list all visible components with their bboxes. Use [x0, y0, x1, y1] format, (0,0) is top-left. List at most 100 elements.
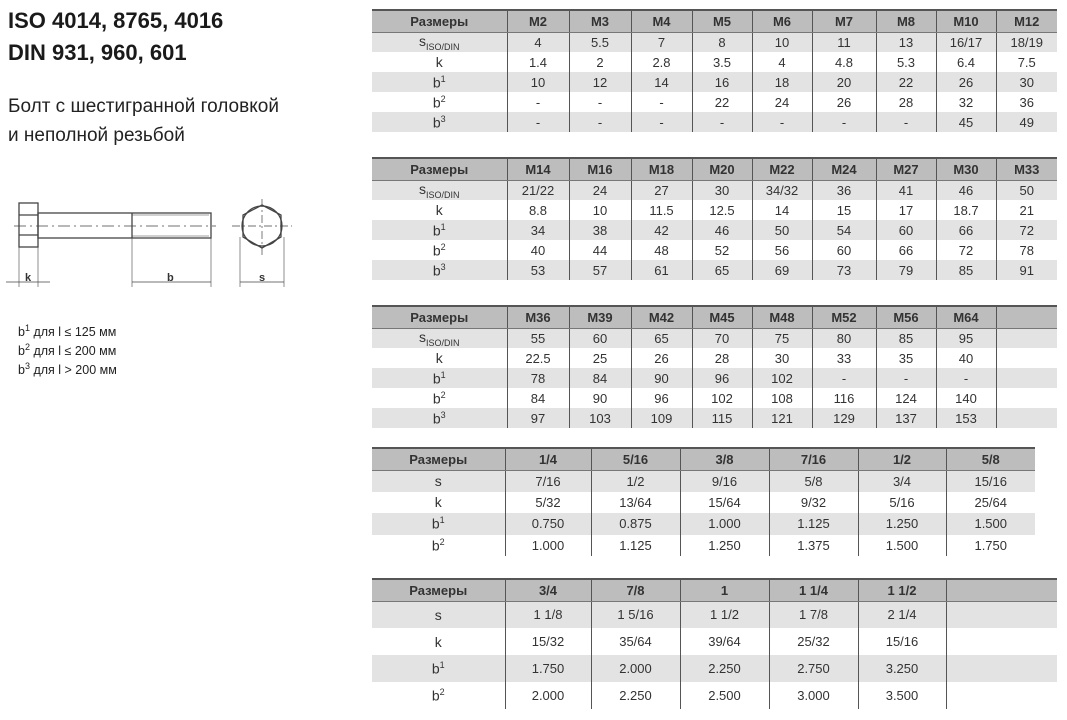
table-cell: 21/22	[506, 180, 569, 200]
table-cell: 12.5	[691, 200, 752, 220]
table-cell: 2.8	[630, 52, 692, 72]
table-cell: -	[506, 92, 569, 112]
table-cell: 84	[506, 388, 569, 408]
column-header: M18	[630, 157, 692, 181]
table-cell: 1.000	[679, 513, 769, 535]
table-cell: 25/32	[768, 628, 858, 655]
table-cell: 50	[751, 220, 812, 240]
table-cell: 33	[811, 348, 876, 368]
table-cell: 26	[811, 92, 876, 112]
size-table-2: Размеры M14 M16 M18 M20 M22 M24 M27 M30 M33 sISO/D…	[372, 157, 1057, 280]
table-cell: -	[811, 112, 876, 132]
table-cell: 1/2	[590, 470, 680, 492]
table-row: sISO/DIN 21/22 24 27 30 34/32 36 41 46 50	[372, 180, 1057, 200]
table-row: k 8.8 10 11.5 12.5 14 15 17 18.7 21	[372, 200, 1057, 220]
column-header: M52	[811, 305, 876, 329]
footnote-1: b1 для l ≤ 125 мм	[18, 323, 117, 340]
table-cell: 7	[630, 32, 692, 52]
table-cell: 36	[811, 180, 876, 200]
column-header: M2	[506, 9, 569, 33]
table-cell	[995, 388, 1057, 408]
table-cell	[995, 328, 1057, 348]
table-cell: 10	[568, 200, 631, 220]
row-label-superscript: 2	[440, 241, 446, 252]
row-label: b1	[372, 513, 505, 535]
column-header: 3/4	[504, 578, 591, 602]
label-s: s	[259, 272, 265, 284]
table-row: b1 0.750 0.875 1.000 1.125 1.250 1.500	[372, 513, 1035, 535]
table-cell: 91	[995, 260, 1057, 280]
column-header: M4	[630, 9, 692, 33]
table-cell: 129	[811, 408, 876, 428]
row-label-superscript: 3	[440, 113, 446, 124]
table-cell: 70	[691, 328, 752, 348]
table-cell: 30	[995, 72, 1057, 92]
table-cell: 73	[811, 260, 876, 280]
column-header: M14	[506, 157, 569, 181]
row-label-superscript: 2	[440, 389, 446, 400]
table-cell	[945, 601, 1057, 628]
column-header: M45	[691, 305, 752, 329]
size-table-3: Размеры M36 M39 M42 M45 M48 M52 M56 M64 sISO/DIN 5…	[372, 305, 1057, 428]
label-k: k	[25, 272, 32, 284]
table-cell: 96	[691, 368, 752, 388]
table-cell: 55	[506, 328, 569, 348]
standard-title-iso: ISO 4014, 8765, 4016	[8, 8, 224, 33]
table-cell: 22	[875, 72, 936, 92]
column-header: M42	[630, 305, 692, 329]
column-header: 1 1/2	[857, 578, 946, 602]
table-cell: 60	[568, 328, 631, 348]
table-cell: 9/16	[679, 470, 769, 492]
table-cell	[995, 368, 1057, 388]
table-cell: 80	[811, 328, 876, 348]
row-label: sISO/DIN	[372, 328, 507, 348]
table-row: b2 1.000 1.125 1.250 1.375 1.500 1.750	[372, 534, 1035, 556]
row-label: k	[435, 54, 443, 70]
table-cell: 10	[751, 32, 812, 52]
row-label-superscript: 3	[440, 409, 446, 420]
table-cell: 97	[506, 408, 569, 428]
table-cell: 5/16	[857, 491, 946, 513]
table-cell: 26	[630, 348, 692, 368]
table-cell: -	[630, 92, 692, 112]
table-cell: 50	[995, 180, 1057, 200]
table-cell: 5/32	[504, 491, 591, 513]
table-cell: 1.500	[857, 534, 946, 556]
table-cell: 78	[506, 368, 569, 388]
table-cell: 11	[811, 32, 876, 52]
table-cell: 1 5/16	[590, 601, 680, 628]
table-cell: -	[935, 368, 996, 388]
table-cell: 49	[995, 112, 1057, 132]
table-cell: 45	[935, 112, 996, 132]
table-cell	[995, 348, 1057, 368]
column-header: M16	[568, 157, 631, 181]
table-cell: 20	[811, 72, 876, 92]
table-row: b1 34 38 42 46 50 54 60 66 72	[372, 220, 1057, 240]
row-label-subscript: ISO/DIN	[425, 337, 460, 348]
column-header: M33	[995, 157, 1057, 181]
table-cell: 5.5	[568, 32, 631, 52]
table-cell: 54	[811, 220, 876, 240]
row-label: b2	[431, 536, 445, 554]
table-header-row: Размеры 3/4 7/8 1 1 1/4 1 1/2	[372, 578, 1057, 602]
header-label: Размеры	[372, 578, 505, 602]
column-header: 3/8	[679, 447, 769, 471]
row-label-superscript: 2	[439, 687, 445, 698]
size-table-5: Размеры 3/4 7/8 1 1 1/4 1 1/2 s 1 1/8 1 5/16 1 1/…	[372, 578, 1057, 709]
table-cell: 39/64	[679, 628, 769, 655]
table-cell: 1.375	[768, 534, 858, 556]
column-header: M24	[811, 157, 876, 181]
table-cell: 69	[751, 260, 812, 280]
table-cell: 2 1/4	[857, 601, 946, 628]
table-cell: 42	[630, 220, 692, 240]
row-label-subscript: ISO/DIN	[425, 189, 460, 200]
table-cell: 1.125	[590, 534, 680, 556]
table-cell: 36	[995, 92, 1057, 112]
table-cell: 115	[691, 408, 752, 428]
table-cell: 57	[568, 260, 631, 280]
table-cell: 21	[995, 200, 1057, 220]
column-header: 5/16	[590, 447, 680, 471]
table-cell: 18.7	[935, 200, 996, 220]
column-header: M6	[751, 9, 812, 33]
table-cell: 40	[935, 348, 996, 368]
